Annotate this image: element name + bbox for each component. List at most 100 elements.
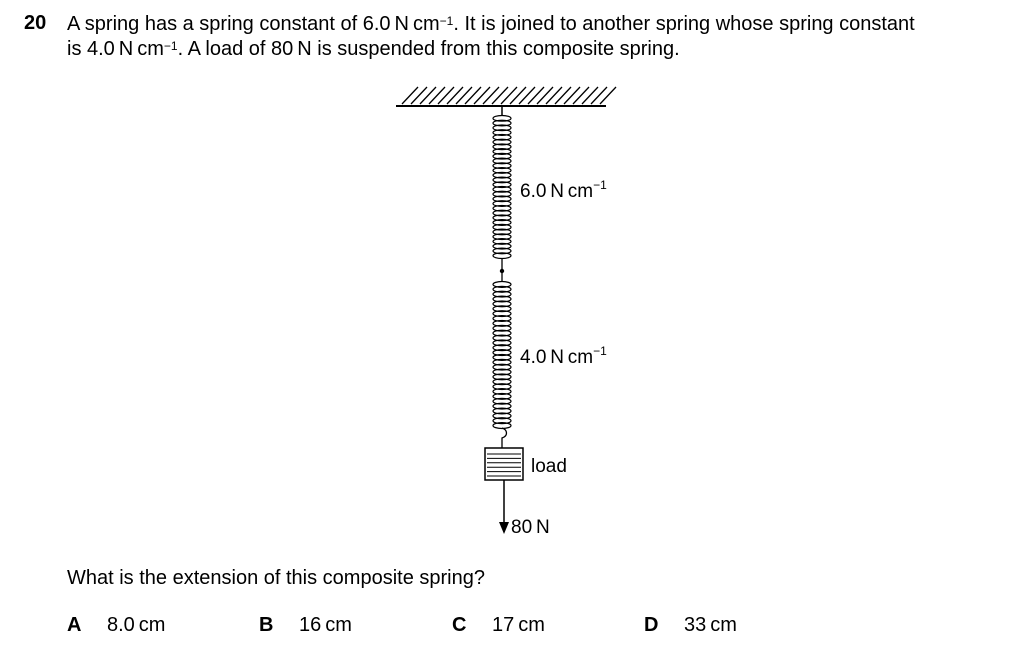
- hatch-line: [428, 86, 446, 105]
- coil-loop: [492, 138, 512, 146]
- coil-loop: [492, 162, 512, 170]
- option-a-text: 8.0 cm: [107, 614, 166, 636]
- coil-loop: [492, 349, 512, 357]
- coil-loop: [492, 290, 512, 298]
- coil-loop: [492, 237, 512, 245]
- coil-loop: [492, 353, 512, 361]
- coil-loop: [492, 148, 512, 155]
- coil-loop: [492, 402, 512, 410]
- hatch-line: [509, 86, 527, 105]
- option-c[interactable]: C 17 cm: [452, 614, 545, 637]
- coil-loop: [492, 143, 512, 151]
- coil-loop: [492, 358, 512, 366]
- hatch-line: [473, 86, 491, 105]
- option-a-letter: A: [67, 614, 82, 636]
- option-b-text: 16 cm: [299, 614, 352, 636]
- hatch-line: [599, 86, 617, 105]
- option-a[interactable]: A 8.0 cm: [67, 614, 165, 637]
- question-line-2-sup: −1: [163, 39, 178, 53]
- hatch-line: [410, 86, 428, 105]
- question-text: A spring has a spring constant of 6.0 N …: [67, 12, 1007, 62]
- coil-loop: [492, 417, 512, 425]
- coil-loop: [492, 214, 512, 222]
- option-b-letter: B: [259, 614, 274, 636]
- ceiling-hatching: [401, 86, 617, 105]
- bottom-spring-hook: [501, 427, 508, 448]
- ceiling: [396, 86, 617, 107]
- coil-loop: [492, 204, 512, 212]
- hatch-line: [437, 86, 455, 105]
- option-c-letter: C: [452, 614, 467, 636]
- coil-loop: [492, 314, 512, 323]
- top-spring-coil: [492, 114, 512, 260]
- coil-loop: [492, 392, 512, 400]
- hatch-line: [401, 86, 419, 105]
- coil-loop: [492, 157, 512, 165]
- coil-loop: [492, 319, 512, 327]
- hatch-line: [536, 86, 554, 105]
- question-line-1-b: . It is joined to another spring whose s…: [453, 13, 915, 35]
- force-arrow-head: [499, 522, 509, 534]
- coil-loop: [492, 185, 512, 193]
- hatch-line: [482, 86, 500, 105]
- option-b[interactable]: B 16 cm: [259, 614, 352, 637]
- coil-loop: [492, 176, 512, 184]
- hatch-line: [563, 86, 581, 105]
- coil-loop: [492, 324, 512, 332]
- option-c-text: 17 cm: [492, 614, 545, 636]
- force-label: 80 N: [511, 517, 550, 538]
- coil-loop: [492, 119, 512, 127]
- hatch-line: [581, 86, 599, 105]
- hatch-line: [455, 86, 473, 105]
- coil-loop: [492, 200, 512, 208]
- coil-loop: [492, 152, 512, 160]
- coil-loop: [492, 300, 512, 308]
- option-d[interactable]: D 33 cm: [644, 614, 737, 637]
- question-line-2-b: . A load of 80 N is suspended from this …: [177, 38, 680, 60]
- hatch-line: [590, 86, 608, 105]
- coil-loop: [492, 166, 512, 174]
- hatch-line: [527, 86, 545, 105]
- coil-loop: [492, 368, 512, 376]
- coil-loop: [492, 407, 512, 415]
- question-number: 20: [24, 12, 47, 34]
- coil-loop: [492, 378, 512, 386]
- coil-loop: [492, 329, 512, 337]
- bottom-spring-label: 4.0 N cm−1: [520, 344, 607, 368]
- coil-loop: [492, 412, 512, 420]
- hatch-line: [500, 86, 518, 105]
- question-prompt: What is the extension of this composite …: [67, 567, 485, 589]
- question-line-2: is 4.0 N cm−1. A load of 80 N is suspend…: [67, 37, 1007, 62]
- coil-loop: [492, 383, 512, 391]
- coil-loop: [492, 285, 512, 293]
- bottom-spring-coil: [492, 280, 512, 430]
- top-spring-label: 6.0 N cm−1: [520, 178, 607, 202]
- coil-loop: [492, 228, 512, 236]
- question-line-1-sup: −1: [439, 14, 454, 28]
- coil-loop: [492, 133, 512, 141]
- coil-loop: [492, 209, 512, 217]
- coil-loop: [492, 280, 512, 288]
- coil-loop: [492, 223, 512, 231]
- coil-loop: [492, 397, 512, 405]
- question-line-1: A spring has a spring constant of 6.0 N …: [67, 12, 1007, 37]
- coil-loop: [492, 334, 512, 342]
- coil-loop: [492, 181, 512, 189]
- question-line-1-a: A spring has a spring constant of 6.0 N …: [67, 13, 440, 35]
- coil-loop: [492, 339, 512, 347]
- question-line-2-a: is 4.0 N cm: [67, 38, 164, 60]
- coil-loop: [492, 114, 512, 122]
- hatch-line: [419, 86, 437, 105]
- coil-loop: [492, 233, 512, 241]
- coil-loop: [492, 190, 512, 198]
- hatch-line: [518, 86, 536, 105]
- hatch-line: [491, 86, 509, 105]
- hatch-line: [545, 86, 563, 105]
- coil-loop: [492, 195, 512, 203]
- coil-loop: [492, 373, 512, 381]
- spring-diagram: 6.0 N cm−1 4.0 N cm−1 load 80 N: [396, 86, 617, 538]
- hatch-line: [446, 86, 464, 105]
- coil-loop: [492, 387, 512, 396]
- coil-loop: [492, 363, 512, 371]
- coil-loop: [492, 171, 512, 179]
